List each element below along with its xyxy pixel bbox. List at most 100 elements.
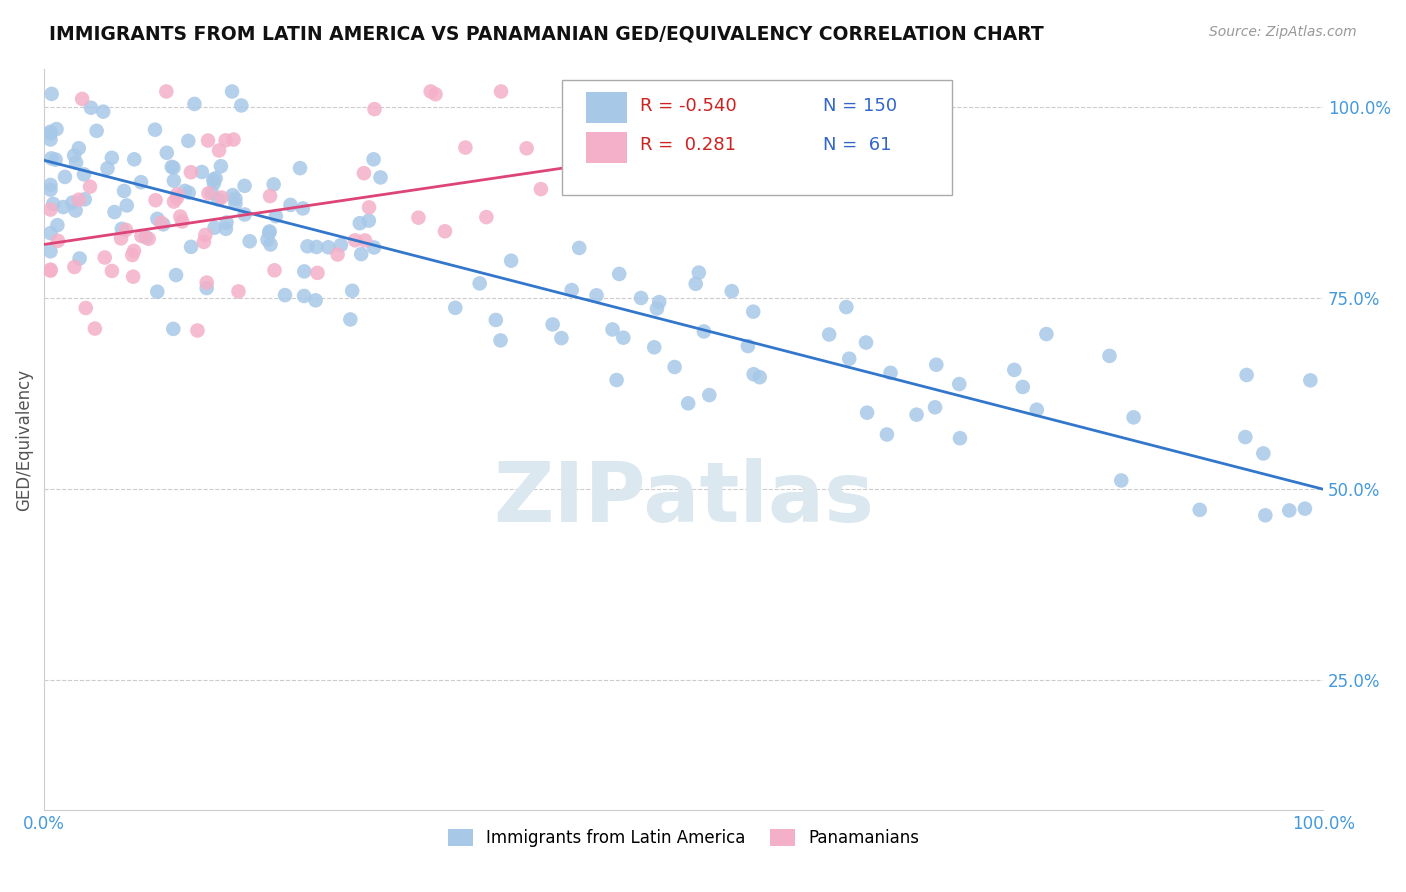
Point	[221, 188, 243, 202]
Point	[110, 231, 132, 245]
Point	[75, 301, 97, 315]
Point	[693, 325, 716, 339]
Text: ZIPatlas: ZIPatlas	[494, 458, 875, 540]
Point	[53, 169, 76, 184]
Point	[233, 207, 256, 221]
Point	[259, 224, 281, 238]
Point	[215, 222, 238, 236]
Point	[280, 198, 302, 212]
Point	[630, 291, 652, 305]
Point	[1254, 508, 1277, 523]
Point	[191, 165, 214, 179]
Point	[1098, 349, 1121, 363]
Point	[879, 366, 901, 380]
Point	[688, 266, 710, 280]
Point	[818, 327, 841, 342]
Point	[39, 126, 62, 140]
Point	[150, 216, 173, 230]
Point	[195, 276, 218, 290]
Point	[444, 301, 467, 315]
Point	[1253, 446, 1275, 460]
Point	[80, 101, 103, 115]
Point	[259, 237, 281, 252]
Point	[259, 189, 281, 203]
Point	[256, 233, 278, 247]
Point	[172, 214, 194, 228]
Point	[370, 170, 392, 185]
Point	[1299, 373, 1322, 387]
Point	[65, 203, 87, 218]
Point	[67, 193, 90, 207]
Point	[135, 230, 157, 244]
Point	[165, 268, 187, 282]
Point	[208, 144, 231, 158]
Point	[63, 260, 86, 274]
Point	[672, 180, 695, 194]
Point	[1294, 501, 1316, 516]
Point	[475, 210, 498, 224]
Point	[103, 205, 125, 219]
Point	[239, 234, 262, 248]
Point	[408, 211, 430, 225]
Point	[39, 263, 62, 277]
Point	[342, 284, 364, 298]
Point	[501, 253, 523, 268]
Point	[905, 408, 928, 422]
Point	[419, 85, 441, 99]
Text: Source: ZipAtlas.com: Source: ZipAtlas.com	[1209, 25, 1357, 39]
Point	[606, 373, 628, 387]
Point	[166, 187, 188, 202]
Point	[645, 301, 668, 316]
Point	[288, 161, 311, 175]
Point	[183, 97, 205, 112]
Point	[1035, 326, 1057, 341]
Point	[143, 122, 166, 136]
Point	[83, 321, 105, 335]
Point	[363, 240, 385, 254]
Text: R =  0.281: R = 0.281	[640, 136, 737, 154]
Point	[186, 324, 208, 338]
Point	[612, 331, 634, 345]
Point	[924, 401, 946, 415]
Point	[129, 175, 152, 189]
Point	[65, 155, 87, 169]
Point	[648, 295, 671, 310]
Point	[1236, 368, 1258, 382]
Point	[197, 186, 219, 201]
Point	[304, 293, 326, 308]
Point	[550, 331, 572, 345]
Point	[233, 178, 256, 193]
Point	[224, 196, 246, 211]
Point	[115, 198, 138, 212]
Point	[146, 211, 169, 226]
Point	[131, 229, 153, 244]
Point	[177, 134, 200, 148]
Point	[160, 160, 183, 174]
Point	[292, 289, 315, 303]
Point	[180, 240, 202, 254]
Point	[42, 197, 65, 211]
Point	[79, 179, 101, 194]
Point	[585, 288, 607, 302]
Point	[91, 104, 114, 119]
Point	[39, 226, 62, 240]
Point	[201, 186, 224, 200]
Point	[39, 178, 62, 192]
Point	[561, 283, 583, 297]
Point	[202, 172, 225, 186]
Point	[326, 247, 349, 261]
Point	[101, 151, 124, 165]
Point	[194, 227, 217, 242]
Point	[1188, 503, 1211, 517]
Point	[685, 277, 707, 291]
Point	[222, 132, 245, 146]
Point	[39, 202, 62, 217]
Point	[195, 281, 218, 295]
Point	[354, 234, 377, 248]
Point	[516, 141, 538, 155]
Point	[146, 285, 169, 299]
Text: R = -0.540: R = -0.540	[640, 96, 737, 114]
Point	[607, 267, 630, 281]
Point	[344, 233, 367, 247]
Point	[112, 184, 135, 198]
